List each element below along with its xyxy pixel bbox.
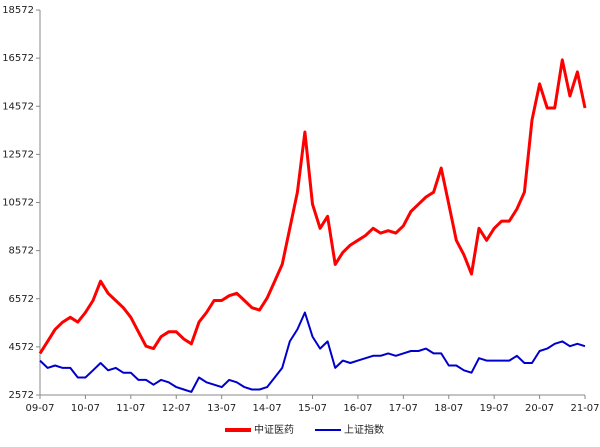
series-line xyxy=(38,58,587,355)
x-tick-label: 16-07 xyxy=(343,403,372,414)
y-tick-label: 16572 xyxy=(2,53,34,64)
y-tick-label: 8572 xyxy=(9,246,34,257)
x-tick-label: 21-07 xyxy=(570,403,599,414)
y-tick-label: 6572 xyxy=(9,294,34,305)
x-tick-label: 19-07 xyxy=(480,403,509,414)
x-tick-label: 20-07 xyxy=(525,403,554,414)
y-tick-label: 14572 xyxy=(2,101,34,112)
x-tick-label: 14-07 xyxy=(253,403,282,414)
x-tick-label: 09-07 xyxy=(25,403,54,414)
x-tick-label: 11-07 xyxy=(116,403,145,414)
y-tick-label: 2572 xyxy=(9,390,34,401)
legend-label: 中证医药 xyxy=(254,423,294,436)
y-tick-label: 12572 xyxy=(2,149,34,160)
x-tick-label: 13-07 xyxy=(207,403,236,414)
y-tick-label: 18572 xyxy=(2,5,34,16)
x-tick-label: 18-07 xyxy=(434,403,463,414)
series-line xyxy=(39,311,586,393)
x-tick-label: 15-07 xyxy=(298,403,327,414)
x-tick-label: 17-07 xyxy=(389,403,418,414)
x-tick-label: 10-07 xyxy=(71,403,100,414)
y-tick-label: 4572 xyxy=(9,342,34,353)
y-tick-label: 10572 xyxy=(2,198,34,209)
legend-label: 上证指数 xyxy=(344,423,384,436)
x-tick-label: 12-07 xyxy=(162,403,191,414)
